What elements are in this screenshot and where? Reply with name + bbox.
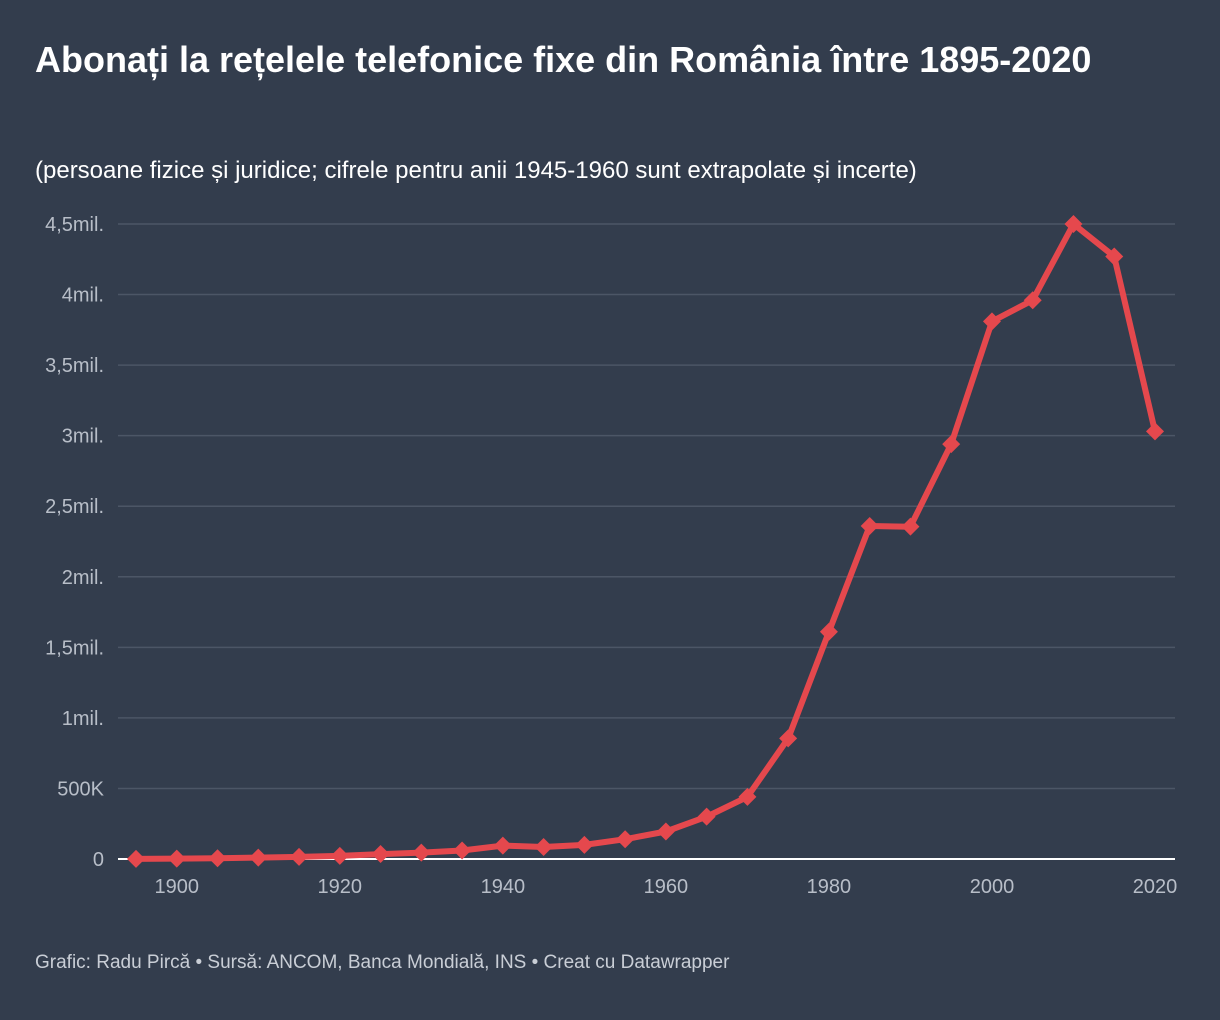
x-tick-label: 1900	[155, 876, 200, 898]
gridlines	[118, 223, 1175, 790]
data-point-2000[interactable]	[982, 312, 1001, 331]
data-point-1935[interactable]	[453, 841, 472, 860]
data-point-1940[interactable]	[493, 836, 512, 855]
data-point-1920[interactable]	[330, 846, 349, 865]
y-tick-label: 2,5mil.	[45, 496, 104, 518]
data-point-1905[interactable]	[208, 849, 227, 868]
data-point-1895[interactable]	[127, 849, 145, 868]
data-point-1915[interactable]	[290, 847, 309, 866]
data-point-1990[interactable]	[901, 517, 920, 536]
data-point-1910[interactable]	[249, 848, 268, 867]
data-point-1925[interactable]	[371, 845, 390, 864]
y-tick-label: 1,5mil.	[45, 637, 104, 659]
series-line	[133, 221, 1158, 862]
chart-title: Abonați la rețelele telefonice fixe din …	[35, 39, 1092, 80]
data-point-1970[interactable]	[738, 787, 757, 806]
data-point-1930[interactable]	[412, 843, 431, 862]
y-tick-label: 500K	[57, 778, 104, 800]
x-tick-label: 2020	[1133, 876, 1178, 898]
data-point-2005[interactable]	[1023, 291, 1042, 310]
y-tick-label: 1mil.	[62, 708, 104, 730]
chart-footer: Grafic: Radu Pircă • Sursă: ANCOM, Banca…	[35, 952, 730, 973]
data-point-1945[interactable]	[534, 838, 553, 857]
x-tick-label: 2000	[970, 876, 1015, 898]
data-point-1950[interactable]	[575, 835, 594, 854]
data-point-2020[interactable]	[1146, 422, 1164, 441]
y-axis-labels: 0 500K 1mil. 1,5mil. 2mil. 2,5mil. 3mil. 3,5mil…	[45, 214, 105, 871]
data-point-1965[interactable]	[697, 807, 716, 826]
y-tick-label: 4,5mil.	[45, 214, 104, 236]
data-point-2015[interactable]	[1105, 247, 1124, 266]
data-point-1980[interactable]	[819, 622, 838, 641]
data-point-1985[interactable]	[860, 516, 879, 535]
y-tick-label: 3mil.	[62, 426, 104, 448]
y-tick-label: 4mil.	[62, 285, 104, 307]
y-tick-label: 2mil.	[62, 567, 104, 589]
x-tick-label: 1920	[318, 876, 363, 898]
chart-subtitle: (persoane fizice și juridice; cifrele pe…	[35, 157, 917, 184]
data-point-2010[interactable]	[1064, 215, 1083, 233]
series-layer	[127, 215, 1164, 868]
x-tick-label: 1940	[481, 876, 526, 898]
x-axis-labels: 1900 1920 1940 1960 1980 2000 2020	[155, 876, 1178, 898]
y-tick-label: 3,5mil.	[45, 355, 104, 377]
y-tick-label: 0	[93, 849, 104, 871]
data-point-1900[interactable]	[167, 849, 186, 868]
data-point-1975[interactable]	[779, 729, 798, 748]
data-point-1995[interactable]	[942, 435, 961, 454]
data-point-1955[interactable]	[616, 830, 635, 849]
data-point-1960[interactable]	[656, 822, 675, 841]
x-tick-label: 1960	[644, 876, 689, 898]
x-tick-label: 1980	[807, 876, 852, 898]
